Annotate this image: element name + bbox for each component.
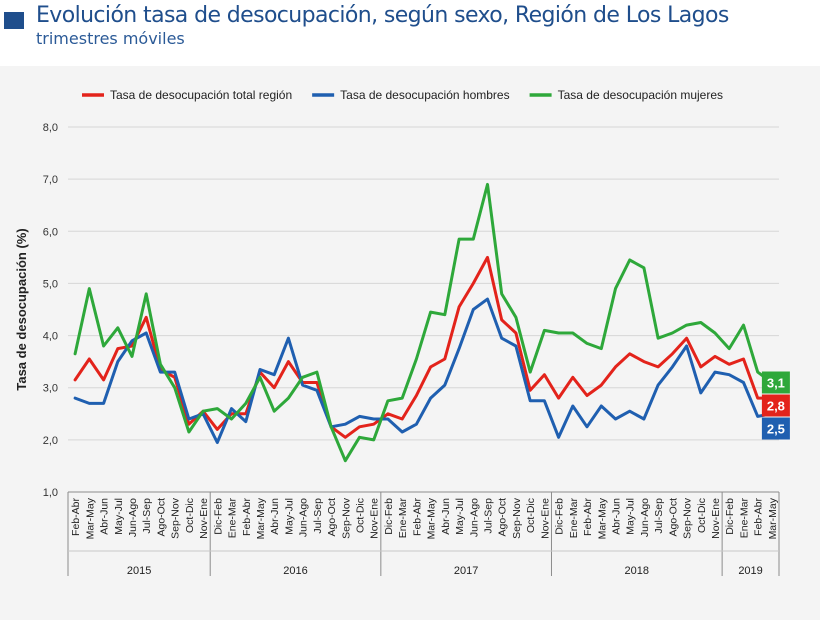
x-tick-label: May-Jul [625,498,637,535]
x-tick-label: May-Jul [454,498,466,535]
x-tick-label: Feb-Abr [241,498,253,536]
series-line-2 [73,297,774,444]
x-tick-label: Sep-Nov [340,497,352,539]
series-line-3 [73,182,774,463]
x-tick-label: Mar-May [255,497,267,539]
year-label: 2018 [625,565,649,577]
x-tick-label: Oct-Dic [184,498,196,533]
y-tick-label: 3,0 [43,383,58,395]
x-tick-label: Nov-Ene [539,498,551,539]
legend-item-label: Tasa de desocupación hombres [340,88,509,102]
x-tick-label: Ene-Mar [397,498,409,539]
legend-item-label: Tasa de desocupación total región [110,88,292,102]
x-tick-label: May-Jul [113,498,125,535]
x-tick-label: Ago-Oct [667,498,679,537]
x-tick-label: Jul-Sep [312,498,324,534]
x-tick-label: Jun-Ago [468,498,480,537]
page-title: Evolución tasa de desocupación, según se… [36,3,729,28]
end-value-label: 2,8 [767,399,785,414]
end-value-label: 3,1 [767,376,785,391]
y-axis-title: Tasa de desocupación (%) [14,228,29,390]
x-tick-label: Feb-Abr [411,498,423,536]
legend-item-label: Tasa de desocupación mujeres [558,88,723,102]
y-tick-label: 2,0 [43,435,58,447]
x-tick-label: Dic-Feb [383,498,395,535]
x-tick-label: Jul-Sep [653,498,665,534]
year-label: 2019 [738,565,762,577]
series-line-1 [73,255,774,439]
x-tick-label: Dic-Feb [724,498,736,535]
year-label: 2016 [283,565,307,577]
x-tick-label: Abr-Jun [610,498,622,535]
x-tick-label: Nov-Ene [710,498,722,539]
y-tick-label: 8,0 [43,122,58,134]
x-tick-label: Sep-Nov [511,497,523,539]
page-subtitle: trimestres móviles [36,29,185,48]
end-value-badge: 2,5 [761,417,790,440]
x-tick-label: Mar-May [767,497,779,539]
end-value-badge: 2,8 [761,394,790,417]
x-tick-label: Abr-Jun [269,498,281,535]
x-tick-label: Mar-May [426,497,438,539]
x-tick-label: Dic-Feb [212,498,224,535]
x-tick-label: Mar-May [84,497,96,539]
x-tick-label: Oct-Dic [355,498,367,533]
x-tick-label: Feb-Abr [70,498,82,536]
y-tick-label: 5,0 [43,278,58,290]
x-tick-label: Nov-Ene [198,498,210,539]
end-value-badge-box [761,417,790,440]
header-square-icon [4,12,24,29]
x-tick-label: Sep-Nov [170,497,182,539]
y-tick-label: 4,0 [43,331,58,343]
x-tick-label: Feb-Abr [753,498,765,536]
year-label: 2015 [127,565,151,577]
end-value-label: 2,5 [767,422,785,437]
y-tick-label: 7,0 [43,174,58,186]
x-tick-label: Ene-Mar [738,498,750,539]
year-label: 2017 [454,565,478,577]
x-tick-label: Ene-Mar [568,498,580,539]
x-tick-label: Abr-Jun [440,498,452,535]
x-tick-label: Jun-Ago [298,498,310,537]
end-value-badge: 3,1 [761,371,790,394]
x-tick-label: Dic-Feb [554,498,566,535]
x-tick-label: Ago-Oct [155,498,167,537]
x-tick-label: Mar-May [596,497,608,539]
x-tick-label: Oct-Dic [696,498,708,533]
x-tick-label: Oct-Dic [525,498,537,533]
x-tick-label: Jul-Sep [482,498,494,534]
x-tick-label: Sep-Nov [682,497,694,539]
end-value-badge-box [761,371,790,394]
y-tick-label: 6,0 [43,226,58,238]
x-tick-label: Feb-Abr [582,498,594,536]
x-tick-label: Jun-Ago [639,498,651,537]
x-tick-label: May-Jul [283,498,295,535]
y-tick-label: 1,0 [43,487,58,499]
end-value-badge-box [761,394,790,417]
x-tick-label: Nov-Ene [369,498,381,539]
x-tick-label: Abr-Jun [99,498,111,535]
x-tick-label: Ago-Oct [326,498,338,537]
x-tick-label: Ene-Mar [227,498,239,539]
x-tick-label: Ago-Oct [497,498,509,537]
x-tick-label: Jul-Sep [141,498,153,534]
x-tick-label: Jun-Ago [127,498,139,537]
